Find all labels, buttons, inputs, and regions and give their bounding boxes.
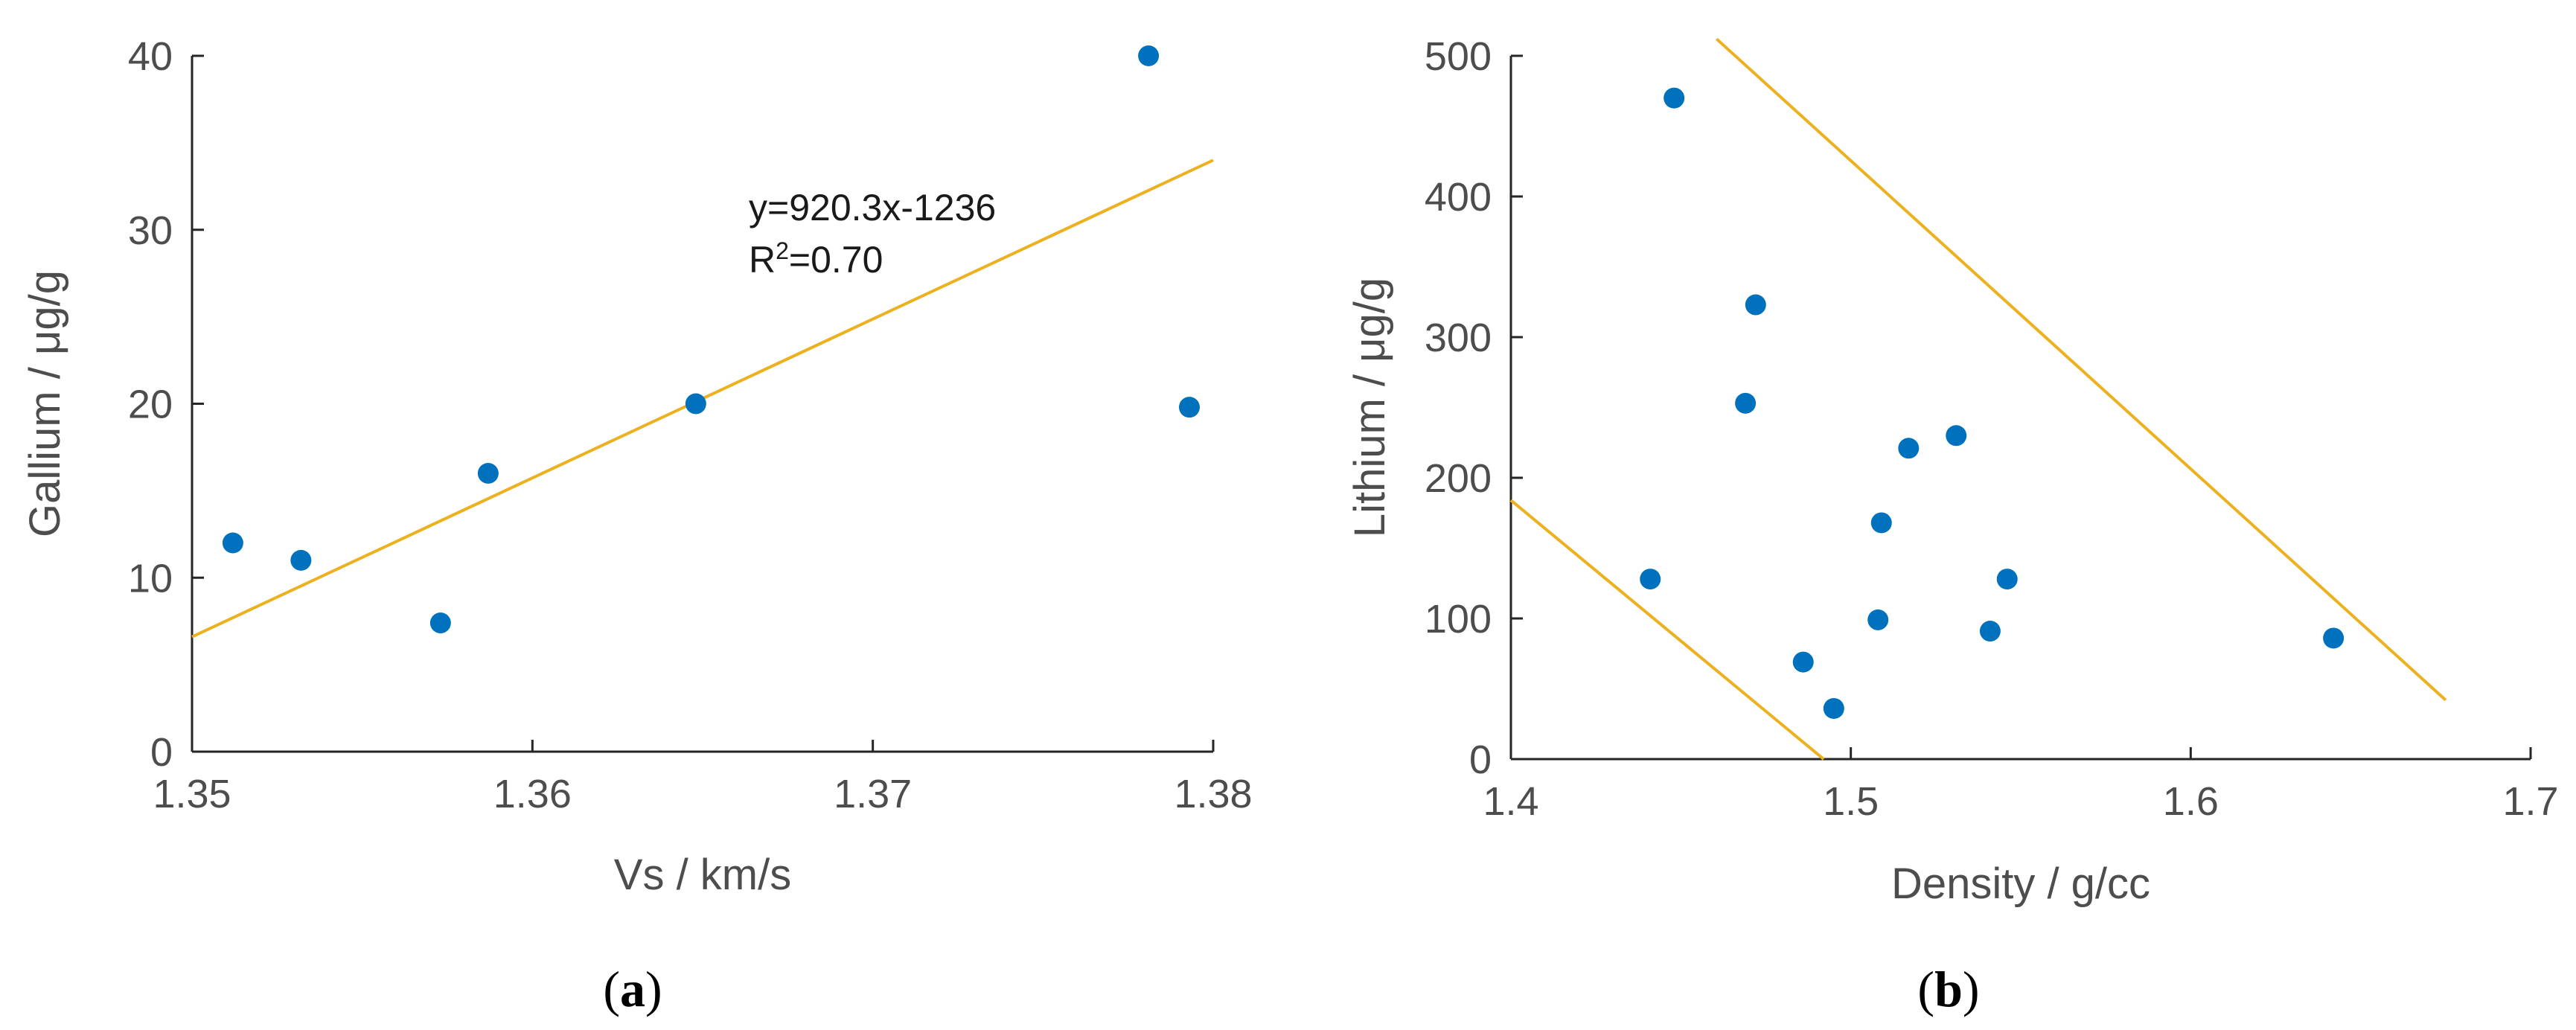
data-point (1870, 512, 1892, 534)
x-tick-label: 1.5 (1823, 779, 1879, 824)
data-point (1745, 294, 1766, 316)
y-tick-label: 20 (128, 383, 173, 427)
y-axis-label: Lithium / μg/g (1346, 278, 1394, 537)
y-tick-label: 200 (1425, 456, 1492, 501)
x-tick-label: 1.38 (1174, 772, 1252, 816)
x-tick-label: 1.37 (834, 772, 912, 816)
x-tick-label: 1.4 (1483, 779, 1538, 824)
data-point (222, 532, 243, 554)
y-axis-label: Gallium / μg/g (21, 270, 69, 537)
chart-panel-a: 1.35 1.36 1.37 1.38 0 10 20 30 40 Vs / km/s Galliu… (21, 34, 1253, 1017)
data-point (429, 612, 451, 634)
data-point (1996, 569, 2018, 590)
y-tick-label: 10 (128, 556, 173, 601)
data-point (1898, 438, 1920, 459)
panel-label: (b) (1917, 961, 1979, 1017)
y-tick-label: 40 (128, 34, 173, 79)
y-tick-label: 0 (150, 730, 173, 775)
data-point (1792, 651, 1814, 673)
regression-equation: y=920.3x-1236 (749, 187, 996, 228)
y-tick-label: 0 (1469, 738, 1492, 782)
data-point (1823, 697, 1844, 719)
data-point (2323, 627, 2345, 649)
x-axis-label: Density / g/cc (1891, 860, 2150, 908)
x-tick-label: 1.7 (2502, 779, 2558, 824)
data-point (1178, 397, 1200, 418)
panel-label: (a) (603, 961, 662, 1017)
data-point (1640, 569, 1661, 590)
data-point (1979, 621, 2001, 642)
data-point (477, 463, 499, 484)
y-tick-label: 100 (1425, 597, 1492, 642)
data-point (685, 393, 706, 415)
x-tick-label: 1.35 (153, 772, 231, 816)
data-point (1946, 425, 1967, 447)
x-tick-label: 1.6 (2163, 779, 2219, 824)
data-point (1735, 392, 1757, 414)
chart-panel-b: 1.4 1.5 1.6 1.7 0 100 200 300 400 500 Density / g/… (1346, 34, 2559, 1017)
data-point (1867, 609, 1889, 630)
x-tick-label: 1.36 (493, 772, 572, 816)
data-point (1663, 87, 1685, 109)
r-squared-label: R2=0.70 (749, 237, 883, 281)
y-tick-label: 400 (1425, 175, 1492, 220)
data-point (290, 549, 312, 571)
y-tick-label: 300 (1425, 316, 1492, 360)
x-axis-label: Vs / km/s (614, 851, 791, 899)
y-tick-label: 30 (128, 208, 173, 253)
bound-line-1 (1509, 499, 1825, 761)
y-tick-label: 500 (1425, 34, 1492, 79)
bound-line-2 (1715, 37, 2447, 702)
data-point (1138, 45, 1160, 66)
